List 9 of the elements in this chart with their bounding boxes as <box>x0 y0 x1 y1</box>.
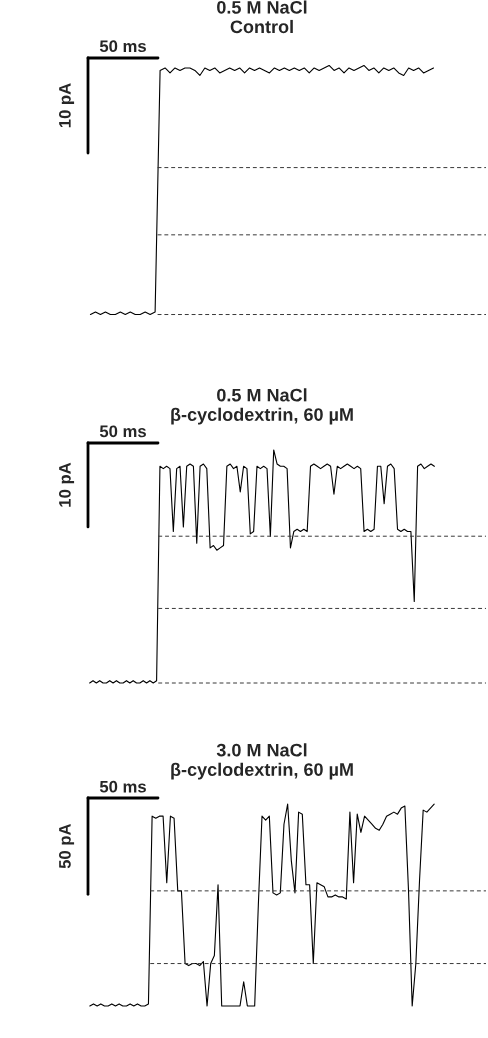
chart-title: 3.0 M NaCl β-cyclodextrin, 60 µM <box>171 743 353 780</box>
text: 50 ms <box>99 425 146 438</box>
chart-title: 0.5 M NaCl Control <box>217 0 307 34</box>
text: 10 pA <box>58 462 75 507</box>
text: 10 pA <box>58 83 75 128</box>
chart-title: 0.5 M NaCl β-cyclodextrin, 60 µM <box>171 388 353 425</box>
text: 50 ms <box>99 40 146 53</box>
text: 50 pA <box>58 823 75 869</box>
text: 50 ms <box>99 780 146 793</box>
